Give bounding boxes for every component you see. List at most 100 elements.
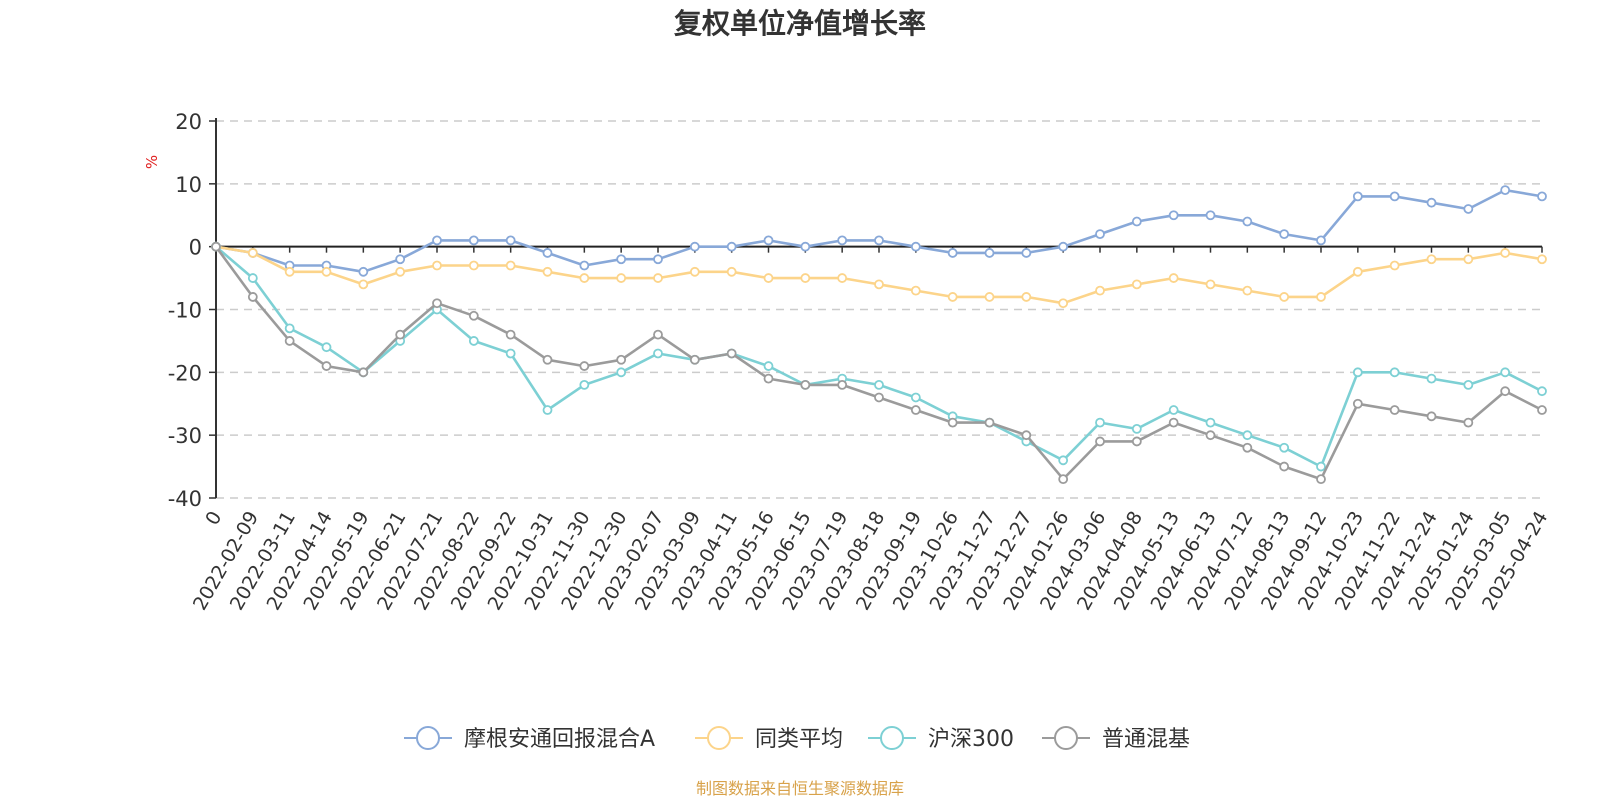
data-point (432, 298, 442, 309)
data-point (1021, 292, 1032, 302)
data-point (984, 417, 995, 428)
data-point (284, 336, 295, 346)
data-point (874, 379, 884, 390)
data-point (321, 266, 332, 277)
data-point (1168, 210, 1179, 221)
data-point (1095, 229, 1105, 240)
data-point (800, 273, 811, 283)
data-point (726, 241, 737, 252)
data-point (1205, 417, 1216, 428)
data-point (653, 273, 663, 283)
data-point (1389, 405, 1400, 415)
legend[interactable]: 摩根安通回报混合A 同类平均 沪深300 普通混基 (404, 726, 1190, 752)
data-point (1389, 260, 1400, 271)
data-point (947, 248, 958, 258)
data-point (1168, 417, 1179, 428)
data-point (211, 241, 221, 252)
data-point (1131, 423, 1142, 434)
data-point (763, 273, 774, 283)
series-lines (211, 185, 1547, 485)
data-point (1131, 436, 1142, 447)
legend-label: 同类平均 (755, 727, 843, 752)
data-point (284, 266, 295, 277)
y-tick-label: 10 (175, 173, 202, 197)
data-point (1168, 273, 1179, 283)
data-point (1095, 285, 1105, 296)
data-point (1316, 292, 1326, 302)
data-point (947, 292, 958, 302)
data-point (1205, 279, 1216, 290)
legend-swatch-marker (416, 726, 440, 750)
data-point (689, 266, 700, 277)
data-point (579, 361, 590, 371)
data-point (763, 373, 774, 384)
data-point (1352, 367, 1363, 378)
source-note: 制图数据来自恒生聚源数据库 (696, 779, 904, 798)
data-point (247, 292, 258, 302)
data-point (689, 241, 700, 252)
data-point (542, 405, 553, 415)
data-point (726, 266, 737, 277)
data-point (910, 392, 921, 403)
data-point (321, 342, 332, 353)
data-point (505, 329, 516, 340)
data-point (874, 235, 884, 246)
data-point (1352, 398, 1363, 409)
data-point (542, 248, 553, 258)
data-point (910, 285, 921, 296)
data-point (1426, 373, 1437, 384)
legend-item[interactable]: 普通混基 (1042, 726, 1190, 752)
data-point (395, 266, 406, 277)
legend-item[interactable]: 摩根安通回报混合A (404, 726, 655, 752)
legend-swatch-marker (1054, 726, 1078, 750)
data-point (1426, 411, 1437, 422)
y-tick-label: -30 (168, 424, 202, 448)
data-point (653, 329, 663, 340)
data-point (689, 354, 700, 365)
data-point (1352, 266, 1363, 277)
data-point (874, 392, 884, 403)
data-point (579, 273, 590, 283)
data-point (505, 260, 516, 271)
data-point (653, 348, 663, 359)
data-point (1463, 204, 1474, 214)
data-point (505, 235, 516, 246)
data-point (395, 329, 406, 340)
data-point (1021, 430, 1032, 441)
data-point (1131, 279, 1142, 290)
legend-swatch-marker (707, 726, 731, 750)
data-point (468, 260, 479, 271)
data-point (1242, 216, 1253, 227)
data-point (947, 417, 958, 428)
y-tick-label: -40 (168, 487, 202, 511)
grid-lines (216, 120, 1542, 499)
data-point (1095, 417, 1105, 428)
data-point (321, 361, 332, 371)
data-point (468, 336, 479, 346)
data-point (763, 361, 774, 371)
y-tick-label: 20 (175, 110, 202, 134)
data-point (616, 254, 627, 265)
data-point (542, 266, 553, 277)
data-point (1537, 191, 1547, 202)
data-point (910, 405, 921, 415)
data-point (1463, 417, 1474, 428)
data-point (616, 354, 627, 365)
series-line (215, 188, 1543, 274)
legend-label: 摩根安通回报混合A (464, 727, 655, 752)
data-point (837, 379, 848, 390)
data-point (763, 235, 774, 246)
data-point (1279, 292, 1290, 302)
data-point (1316, 235, 1326, 246)
data-point (505, 348, 516, 359)
legend-swatch-marker (880, 726, 904, 750)
y-tick-label: -10 (168, 299, 202, 323)
legend-item[interactable]: 沪深300 (868, 726, 1014, 752)
chart-title: 复权单位净值增长率 (674, 7, 926, 40)
data-point (1463, 254, 1474, 265)
data-point (1242, 285, 1253, 296)
data-point (1463, 379, 1474, 390)
data-point (800, 379, 811, 390)
legend-item[interactable]: 同类平均 (695, 726, 843, 752)
